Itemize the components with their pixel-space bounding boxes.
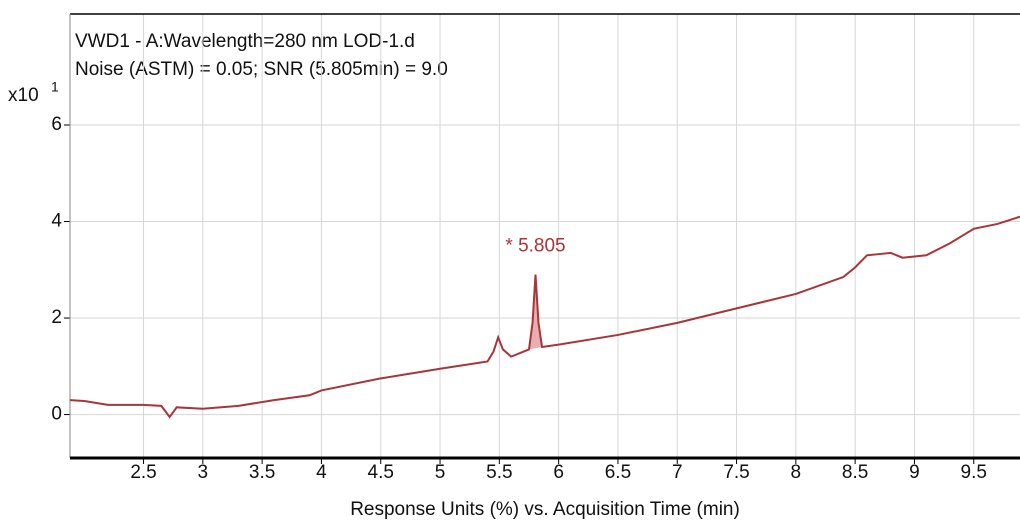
- x-tick-label: 9: [909, 462, 920, 483]
- x-tick-label: 4: [316, 462, 327, 483]
- x-tick-label: 7.5: [723, 462, 749, 483]
- peak-label: * 5.805: [505, 236, 565, 257]
- x-tick-label: 7: [672, 462, 683, 483]
- title-line: VWD1 - A:Wavelength=280 nm LOD-1.d: [75, 31, 415, 52]
- trace: [69, 215, 1020, 419]
- y-exponent: 1: [51, 79, 59, 95]
- x-tick-label: 8.5: [842, 462, 868, 483]
- x-tick-label: 6.5: [605, 462, 631, 483]
- x-tick-label: 6: [553, 462, 564, 483]
- x-tick-label: 5: [435, 462, 446, 483]
- x-tick-label: 8: [791, 462, 802, 483]
- x-tick-label: 3.5: [249, 462, 275, 483]
- x-tick-label: 9.5: [961, 462, 987, 483]
- x-tick-label: 4.5: [368, 462, 394, 483]
- y-multiplier: x10: [8, 85, 39, 106]
- y-tick-label: 2: [51, 307, 62, 328]
- y-tick-label: 0: [51, 404, 62, 425]
- title-line: Noise (ASTM) = 0.05; SNR (5.805min) = 9.…: [75, 59, 448, 80]
- y-tick-label: 4: [51, 211, 62, 232]
- x-tick-label: 3: [198, 462, 209, 483]
- x-tick-label: 5.5: [486, 462, 512, 483]
- x-axis-title: Response Units (%) vs. Acquisition Time …: [350, 499, 740, 520]
- x-tick-label: 2.5: [130, 462, 156, 483]
- y-tick-label: 6: [51, 114, 62, 135]
